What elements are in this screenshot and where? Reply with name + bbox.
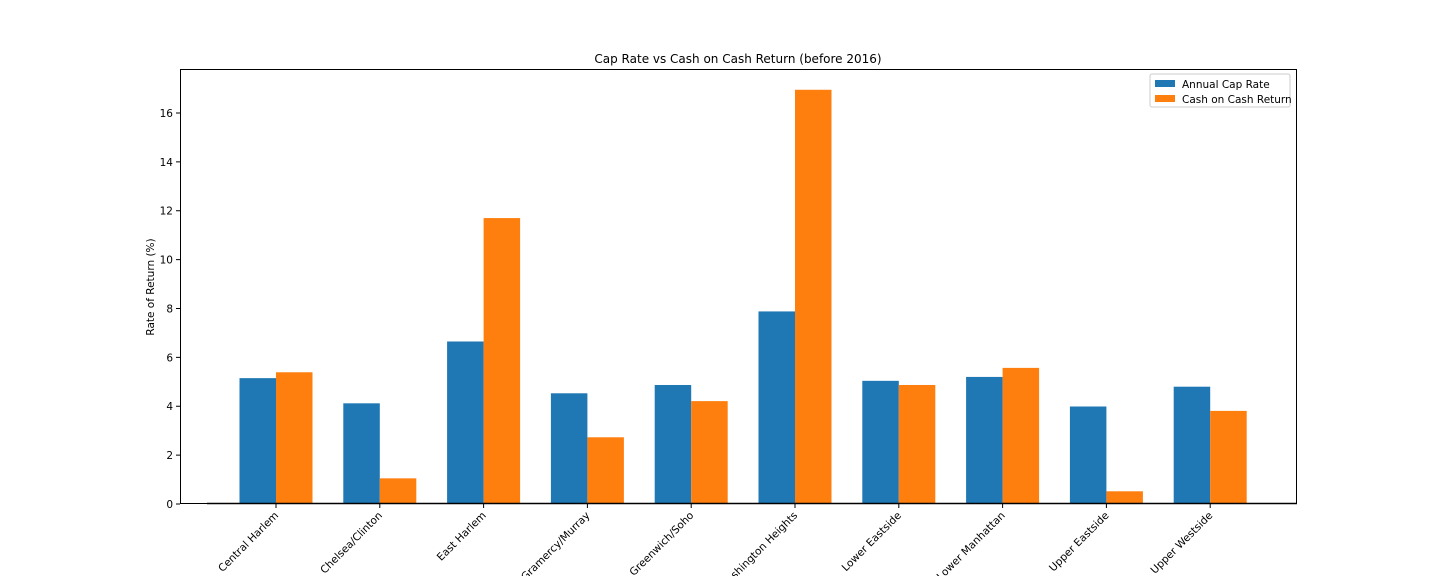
y-tick-label: 10: [160, 255, 173, 267]
y-tick-label: 12: [160, 206, 173, 218]
x-tick-label: Gramercy/Murray: [519, 510, 593, 576]
legend-label: Annual Cap Rate: [1182, 79, 1270, 91]
bar-cash-on-cash-8: [1106, 491, 1143, 504]
x-tick-label: Lower Eastside: [840, 510, 904, 574]
bar-cash-on-cash-6: [898, 384, 936, 504]
bar-cap-rate-1: [343, 403, 380, 504]
x-tick-label: East Harlem: [435, 510, 489, 564]
bar-cap-rate-0: [239, 378, 276, 504]
legend-swatch: [1155, 80, 1175, 87]
legend-swatch: [1155, 95, 1175, 102]
bar-cap-rate-6: [862, 380, 899, 504]
y-tick-label: 2: [166, 450, 173, 462]
bar-cap-rate-3: [550, 393, 588, 504]
bar-cap-rate-2: [447, 341, 484, 504]
bars-group: [239, 89, 1247, 505]
x-tick-label: Upper Eastside: [1047, 510, 1112, 575]
x-axis-ticks: Central Harlem Chelsea/Clinton East Harlem…: [216, 504, 1215, 576]
y-axis-ticks: 0 2 4 6 8 10 12 14 16: [160, 108, 180, 511]
y-tick-label: 0: [166, 499, 173, 511]
x-tick-label: Central Harlem: [216, 510, 281, 575]
legend-label: Cash on Cash Return: [1182, 94, 1292, 106]
bar-cash-on-cash-3: [587, 437, 624, 504]
x-tick-label: Upper Westside: [1149, 510, 1216, 576]
x-tick-label: Chelsea/Clinton: [318, 510, 385, 576]
bar-cap-rate-5: [758, 311, 795, 504]
y-tick-label: 16: [160, 108, 174, 120]
chart-title: Cap Rate vs Cash on Cash Return (before …: [594, 52, 881, 66]
y-tick-label: 8: [166, 303, 173, 315]
bar-cash-on-cash-4: [691, 401, 728, 504]
bar-cash-on-cash-7: [1002, 367, 1040, 504]
y-tick-label: 14: [160, 157, 174, 169]
bar-cash-on-cash-1: [379, 478, 417, 504]
legend: Annual Cap Rate Cash on Cash Return: [1149, 73, 1292, 108]
y-axis-label: Rate of Return (%): [145, 238, 157, 335]
bar-cap-rate-7: [966, 376, 1003, 504]
bar-cap-rate-8: [1069, 406, 1107, 504]
x-tick-label: Lower Manhattan: [935, 510, 1008, 576]
bar-cash-on-cash-9: [1210, 410, 1247, 504]
bar-cap-rate-4: [654, 384, 692, 504]
x-tick-label: Greenwich/Soho: [627, 510, 696, 576]
bar-cash-on-cash-2: [483, 218, 521, 504]
bar-cap-rate-9: [1173, 386, 1211, 504]
bar-cash-on-cash-5: [795, 89, 832, 505]
bar-cash-on-cash-0: [276, 372, 313, 504]
y-tick-label: 6: [166, 352, 173, 364]
y-tick-label: 4: [166, 401, 173, 413]
x-tick-label: Washington Heights: [717, 510, 800, 576]
legend-box: [1149, 73, 1291, 108]
